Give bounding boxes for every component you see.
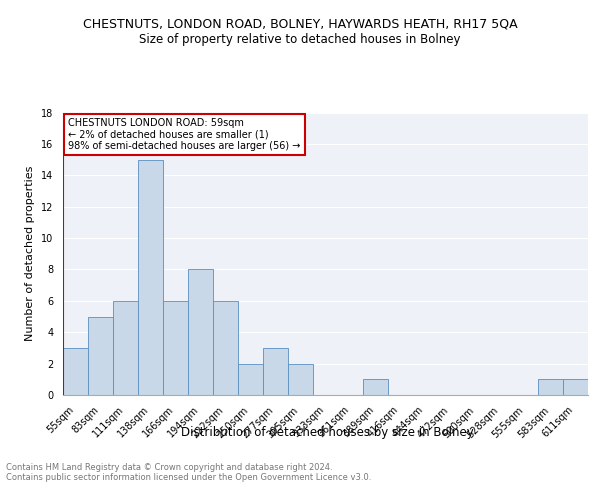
Bar: [213, 301, 238, 395]
Bar: [238, 364, 263, 395]
Bar: [113, 301, 138, 395]
Y-axis label: Number of detached properties: Number of detached properties: [25, 166, 35, 342]
Bar: [138, 160, 163, 395]
Text: Distribution of detached houses by size in Bolney: Distribution of detached houses by size …: [181, 426, 473, 439]
Text: Contains HM Land Registry data © Crown copyright and database right 2024.
Contai: Contains HM Land Registry data © Crown c…: [6, 462, 371, 482]
Bar: [263, 348, 288, 395]
Text: CHESTNUTS, LONDON ROAD, BOLNEY, HAYWARDS HEATH, RH17 5QA: CHESTNUTS, LONDON ROAD, BOLNEY, HAYWARDS…: [83, 18, 517, 30]
Bar: [288, 364, 313, 395]
Bar: [88, 316, 113, 395]
Bar: [563, 380, 588, 395]
Text: CHESTNUTS LONDON ROAD: 59sqm
← 2% of detached houses are smaller (1)
98% of semi: CHESTNUTS LONDON ROAD: 59sqm ← 2% of det…: [68, 118, 301, 152]
Bar: [188, 270, 213, 395]
Bar: [63, 348, 88, 395]
Bar: [163, 301, 188, 395]
Text: Size of property relative to detached houses in Bolney: Size of property relative to detached ho…: [139, 32, 461, 46]
Bar: [363, 380, 388, 395]
Bar: [538, 380, 563, 395]
